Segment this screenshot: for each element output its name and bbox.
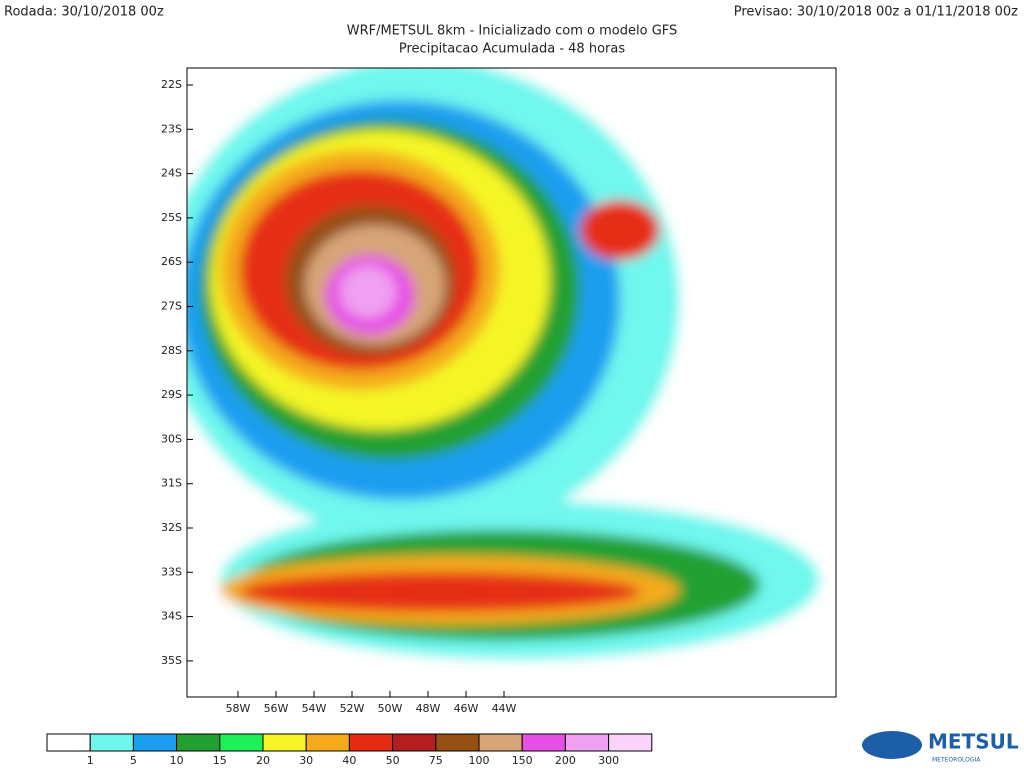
subtitle: Precipitacao Acumulada - 48 horas	[399, 42, 625, 57]
colorbar-box	[435, 733, 480, 752]
colorbar-box	[305, 733, 350, 752]
lat-label: 30S	[161, 432, 182, 445]
colorbar-label: 5	[130, 754, 137, 767]
colorbar-box	[478, 733, 523, 752]
lat-label: 27S	[161, 300, 182, 313]
logo-name: METSUL	[928, 730, 1019, 754]
colorbar-label: 15	[213, 754, 227, 767]
colorbar-box	[348, 733, 394, 752]
colorbar-label: 1	[87, 754, 94, 767]
colorbar-label: 75	[429, 754, 443, 767]
map-frame	[186, 67, 837, 698]
logo-tagline: METEOROLOGIA	[932, 757, 981, 764]
lat-label: 24S	[161, 167, 182, 180]
colorbar-box	[392, 733, 437, 752]
lon-label: 56W	[264, 702, 289, 715]
run-time: Rodada: 30/10/2018 00z	[4, 5, 164, 20]
lat-label: 23S	[161, 122, 182, 135]
title: WRF/METSUL 8km - Inicializado com o mode…	[347, 24, 678, 39]
lon-label: 52W	[340, 702, 365, 715]
lon-label: 54W	[302, 702, 327, 715]
lon-label: 46W	[454, 702, 479, 715]
lat-label: 28S	[161, 344, 182, 357]
lat-label: 29S	[161, 388, 182, 401]
lat-label: 32S	[161, 521, 182, 534]
colorbar-label: 40	[342, 754, 356, 767]
colorbar-label: 300	[598, 754, 619, 767]
lon-label: 58W	[226, 702, 251, 715]
colorbar-label: 50	[386, 754, 400, 767]
colorbar-box	[564, 733, 610, 752]
colorbar-box	[219, 733, 264, 752]
colorbar-label: 150	[512, 754, 533, 767]
lon-label: 50W	[378, 702, 403, 715]
lon-label: 44W	[492, 702, 517, 715]
lat-label: 25S	[161, 211, 182, 224]
lat-label: 33S	[161, 565, 182, 578]
lat-label: 31S	[161, 477, 182, 490]
colorbar-box	[89, 733, 134, 752]
colorbar-label: 10	[170, 754, 184, 767]
forecast-period: Previsao: 30/10/2018 00z a 01/11/2018 00…	[734, 5, 1018, 20]
colorbar-box	[521, 733, 566, 752]
lat-label: 35S	[161, 654, 182, 667]
colorbar-label: 100	[469, 754, 490, 767]
colorbar-box	[46, 733, 91, 752]
lat-label: 26S	[161, 255, 182, 268]
colorbar-box	[176, 733, 221, 752]
logo-icon	[862, 731, 922, 759]
colorbar-label: 30	[299, 754, 313, 767]
colorbar-box	[608, 733, 653, 752]
lat-label: 22S	[161, 78, 182, 91]
colorbar-box	[132, 733, 178, 752]
colorbar-label: 20	[256, 754, 270, 767]
colorbar-box	[262, 733, 307, 752]
lat-label: 34S	[161, 610, 182, 623]
colorbar-label: 200	[555, 754, 576, 767]
precip-field	[187, 68, 836, 697]
lon-label: 48W	[416, 702, 441, 715]
